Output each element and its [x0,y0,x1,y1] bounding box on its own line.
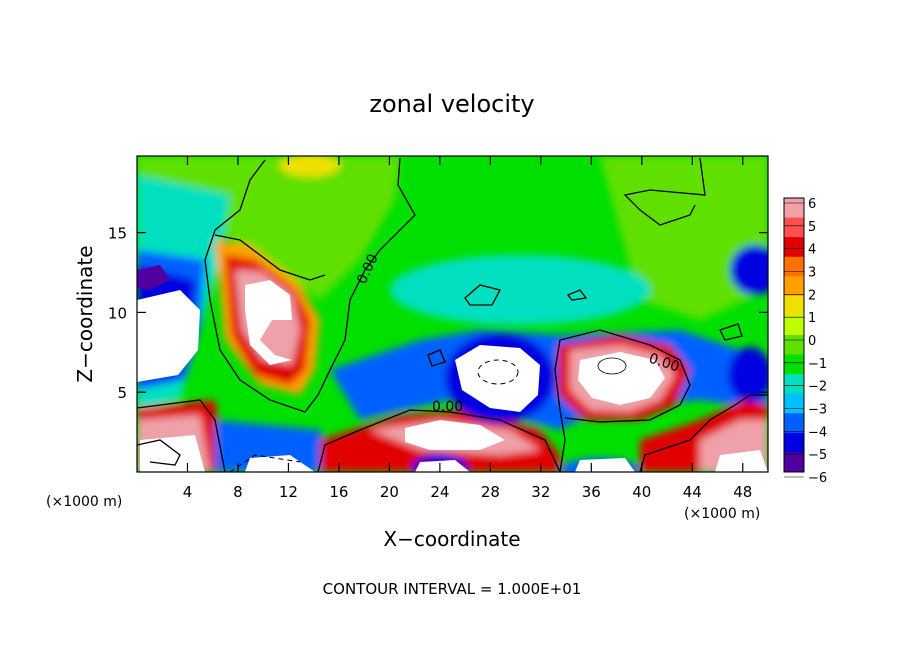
colorbar: 6 5 4 3 2 1 0 −1 −2 −3 −4 −5 −6 [783,197,827,486]
colorbar-tick-label: 0 [808,334,816,349]
colorbar-segment [784,452,804,473]
colorbar-segment [784,413,804,434]
x-tick-label: 16 [329,483,348,501]
x-tick-label: 8 [233,483,243,501]
contour-thin [597,357,627,375]
x-tick-label: 28 [481,483,500,501]
colorbar-segment [784,335,804,356]
x-axis-label: X−coordinate [383,527,520,551]
colorbar-segment [784,198,804,219]
colorbar-segment [784,393,804,414]
x-tick-label: 24 [430,483,449,501]
x-tick-label: 20 [380,483,399,501]
colorbar-segment [784,295,804,316]
x-tick-label: 4 [183,483,193,501]
colorbar-segment [784,256,804,277]
colorbar-tick-label: −2 [808,380,827,395]
chart-title: zonal velocity [369,90,534,118]
x-tick-label: 44 [683,483,702,501]
colorbar-tick-label: −5 [808,448,827,463]
y-tick-label: 15 [108,225,127,243]
colorbar-tick-label: 6 [808,197,816,212]
y-axis-label: Z−coordinate [73,245,97,382]
x-tick-label: 12 [279,483,298,501]
x-tick-label: 40 [632,483,651,501]
colorbar-segment [784,217,804,238]
x-tick-label: 32 [531,483,550,501]
colorbar-segment [784,315,804,336]
colorbar-tick-label: −4 [808,425,827,440]
contour-label-2: 0.00 [432,399,463,415]
colorbar-tick-label: −6 [808,471,827,486]
colorbar-segment [784,374,804,395]
x-axis-unit: (×1000 m) [684,506,760,522]
contour-lines [137,157,768,472]
plot-frame [136,155,769,473]
colorbar-segment [784,237,804,258]
colorbar-segment [784,354,804,375]
y-axis-ticks: 5 10 15 [108,225,768,402]
colorbar-frame [783,197,805,473]
colorbar-tick-label: 3 [808,266,816,281]
x-tick-label: 36 [582,483,601,501]
y-tick-label: 10 [108,304,127,322]
colorbar-segment [784,432,804,453]
colorbar-tick-label: −3 [808,403,827,418]
colorbar-tick-label: 1 [808,311,816,326]
y-axis-unit: (×1000 m) [46,494,122,510]
colorbar-tick-label: 4 [808,243,816,258]
x-axis-ticks: 4 8 12 16 20 24 28 32 36 40 44 48 [183,156,752,501]
colorbar-tick-label: 2 [808,288,816,303]
colorbar-tick-label: 5 [808,220,816,235]
colorbar-tick-label: −1 [808,357,827,372]
colorbar-segment [784,276,804,297]
contour-interval-footer: CONTOUR INTERVAL = 1.000E+01 [323,580,582,598]
y-tick-label: 5 [117,384,127,402]
heatmap-field [137,156,768,472]
x-tick-label: 48 [733,483,752,501]
